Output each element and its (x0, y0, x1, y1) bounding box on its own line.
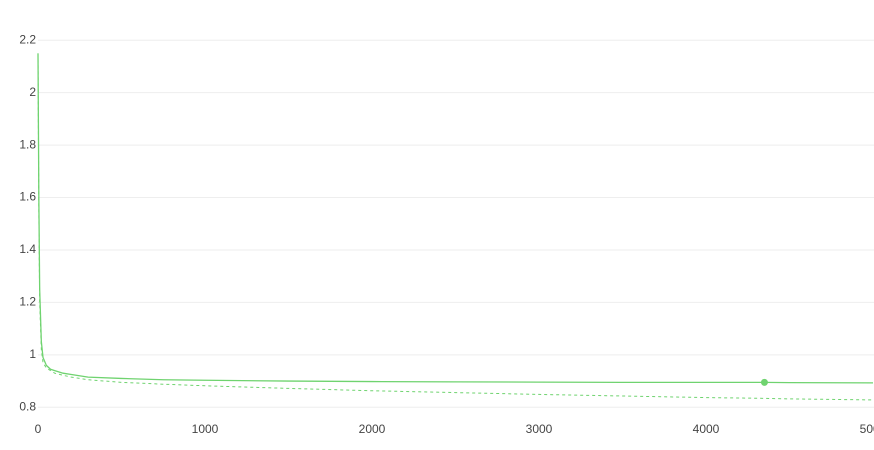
x-tick-label: 2000 (359, 422, 386, 436)
x-tick-label: 0 (35, 422, 42, 436)
data-line (37, 53, 874, 384)
y-tick-label: 1.2 (19, 295, 36, 309)
data-line (37, 53, 874, 401)
y-tick-label: 1.6 (19, 190, 36, 204)
x-tick-label: 3000 (526, 422, 553, 436)
y-tick-label: 1 (29, 347, 36, 361)
x-tick-label: 4000 (693, 422, 720, 436)
x-tick-label: 1000 (192, 422, 219, 436)
y-tick-label: 0.8 (19, 399, 36, 413)
data-point (760, 378, 768, 386)
y-tick-label: 1.8 (19, 137, 36, 151)
x-tick-label: 5000 (860, 422, 874, 436)
y-tick-label: 2.2 (19, 32, 36, 46)
y-tick-label: 2 (29, 85, 36, 99)
y-tick-label: 1.4 (19, 242, 36, 256)
